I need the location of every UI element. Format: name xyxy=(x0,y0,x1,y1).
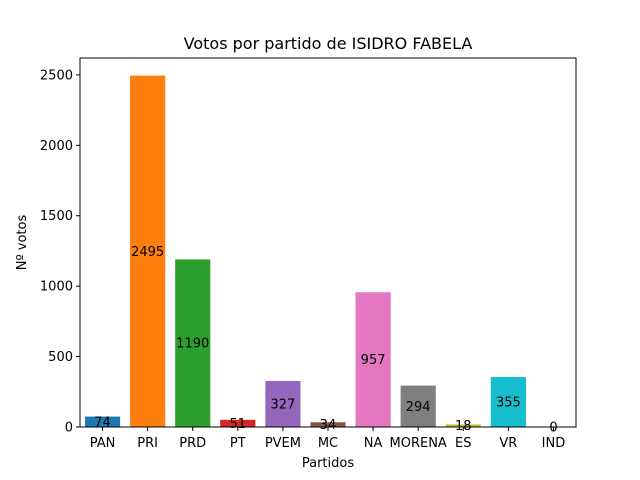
bar-vr xyxy=(490,377,526,427)
plot-area-frame xyxy=(79,57,577,428)
x-tick-label: NA xyxy=(364,436,383,451)
bar-value-label: 2495 xyxy=(131,245,164,260)
bar-pri xyxy=(130,75,166,427)
bar-na xyxy=(355,292,391,427)
bar-prd xyxy=(175,259,211,427)
bar-value-label: 34 xyxy=(320,418,337,433)
y-tick-label: 2000 xyxy=(40,139,73,154)
x-tick-label: MC xyxy=(318,436,338,451)
y-tick-label: 1000 xyxy=(40,280,73,295)
x-tick-label: PRI xyxy=(137,436,158,451)
y-tick-label: 2500 xyxy=(40,68,73,83)
bar-es xyxy=(445,424,481,427)
x-tick-label: IND xyxy=(542,436,566,451)
x-tick-label: VR xyxy=(499,436,517,451)
y-tick-label: 1500 xyxy=(40,209,73,224)
bar-mc xyxy=(310,422,346,427)
chart-title: Votos por partido de ISIDRO FABELA xyxy=(184,34,473,53)
y-axis-title: Nº votos xyxy=(15,215,30,271)
bar-value-label: 294 xyxy=(406,400,431,415)
bar-value-label: 355 xyxy=(496,396,521,411)
x-tick-label: PAN xyxy=(90,436,116,451)
x-tick-label: MORENA xyxy=(390,436,447,451)
x-tick-label: PRD xyxy=(179,436,206,451)
y-tick-label: 0 xyxy=(65,421,73,436)
x-tick-label: PT xyxy=(230,436,246,451)
bar-value-label: 51 xyxy=(230,417,247,432)
x-axis-ticks: PAN PRI PRD PT PVEM MC NA MORENA ES VR IND xyxy=(90,427,566,451)
x-tick-label: PVEM xyxy=(265,436,301,451)
x-axis-title: Partidos xyxy=(302,456,354,471)
bar-morena xyxy=(400,385,436,427)
x-tick-label: ES xyxy=(455,436,471,451)
bar-value-label: 1190 xyxy=(176,337,209,352)
bar-pt xyxy=(220,419,256,427)
y-axis-ticks: 0 500 1000 1500 2000 2500 xyxy=(40,68,80,436)
y-tick-label: 500 xyxy=(48,350,73,365)
bar-value-label: 957 xyxy=(361,353,386,368)
bar-pvem xyxy=(265,380,301,427)
bar-pan xyxy=(84,416,121,427)
bars xyxy=(84,75,526,427)
bar-value-label: 327 xyxy=(270,397,295,412)
